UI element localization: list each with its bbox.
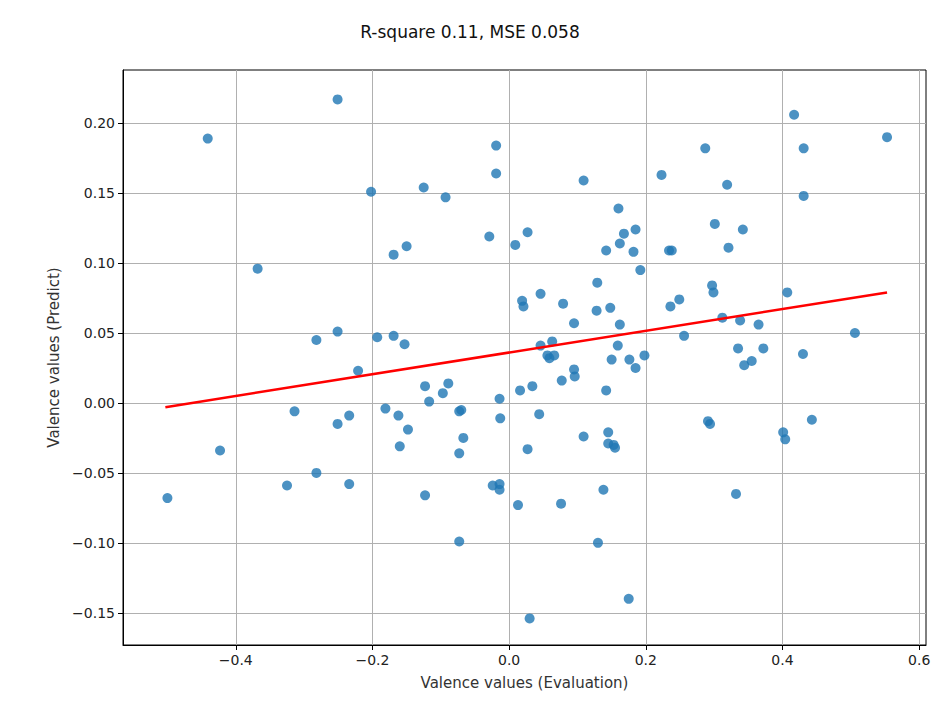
svg-text:−0.05: −0.05 <box>72 465 115 481</box>
svg-text:Valence values (Predict): Valence values (Predict) <box>45 267 63 447</box>
svg-text:−0.4: −0.4 <box>219 652 253 668</box>
svg-text:−0.2: −0.2 <box>355 652 389 668</box>
svg-text:0.2: 0.2 <box>635 652 657 668</box>
svg-text:R-square 0.11, MSE 0.058: R-square 0.11, MSE 0.058 <box>360 22 580 42</box>
svg-text:0.15: 0.15 <box>84 185 115 201</box>
svg-text:0.05: 0.05 <box>84 325 115 341</box>
svg-text:0.00: 0.00 <box>84 395 115 411</box>
svg-text:−0.15: −0.15 <box>72 605 115 621</box>
svg-text:Valence values (Evaluation): Valence values (Evaluation) <box>421 674 629 692</box>
svg-text:0.0: 0.0 <box>498 652 520 668</box>
svg-text:−0.10: −0.10 <box>72 535 115 551</box>
svg-text:0.10: 0.10 <box>84 255 115 271</box>
svg-text:0.20: 0.20 <box>84 115 115 131</box>
svg-text:0.4: 0.4 <box>771 652 793 668</box>
svg-text:0.6: 0.6 <box>908 652 930 668</box>
